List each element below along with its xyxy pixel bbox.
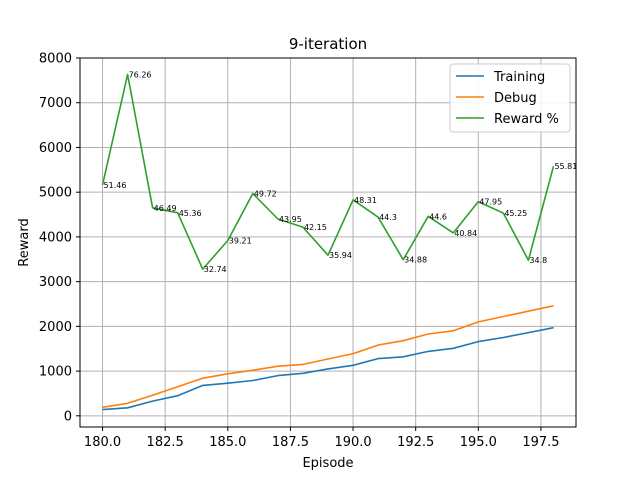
series-line-reward xyxy=(101,73,555,270)
legend-entry: Debug xyxy=(494,91,537,106)
y-tick-label: 1000 xyxy=(39,365,72,380)
data-label: 48.31 xyxy=(354,196,377,205)
x-tick-label: 187.5 xyxy=(272,435,309,450)
data-label: 44.3 xyxy=(379,213,397,222)
x-tick-label: 182.5 xyxy=(147,435,184,450)
data-label: 45.36 xyxy=(179,209,202,218)
data-label: 76.26 xyxy=(129,71,152,80)
legend: Training Debug Reward % xyxy=(449,63,571,133)
data-label: 34.8 xyxy=(529,256,547,265)
data-label: 44.6 xyxy=(429,212,447,221)
legend-box xyxy=(449,63,571,133)
data-label: 45.25 xyxy=(504,209,527,218)
x-tick-label: 180.0 xyxy=(84,435,121,450)
y-tick-label: 7000 xyxy=(39,96,72,111)
y-axis-label: Reward xyxy=(17,218,32,266)
y-tick-label: 4000 xyxy=(39,230,72,245)
data-label: 40.84 xyxy=(454,229,477,238)
data-label: 35.94 xyxy=(329,251,352,260)
data-label: 51.46 xyxy=(104,181,127,190)
data-label: 39.21 xyxy=(229,236,252,245)
y-tick-label: 0 xyxy=(64,409,72,424)
data-label: 32.74 xyxy=(204,265,227,274)
data-label: 55.81 xyxy=(554,162,577,171)
y-tick-label: 3000 xyxy=(39,275,72,290)
y-tick-label: 5000 xyxy=(39,186,72,201)
data-label: 47.95 xyxy=(479,198,502,207)
x-tick-label: 190.0 xyxy=(334,435,371,450)
legend-entry: Reward % xyxy=(494,112,559,127)
x-tick-label: 192.5 xyxy=(397,435,434,450)
data-label: 49.72 xyxy=(254,190,277,199)
series-lines xyxy=(101,73,555,411)
y-tick-label: 6000 xyxy=(39,141,72,156)
series-line-debug xyxy=(102,305,554,409)
x-tick-label: 197.5 xyxy=(522,435,559,450)
chart-title: 9-iteration xyxy=(289,35,367,53)
x-tick-label: 185.0 xyxy=(209,435,246,450)
data-label: 34.88 xyxy=(404,256,427,265)
axis-ticks: 180.0 182.5 185.0 187.5 190.0 192.5 195.0 197.5… xyxy=(39,52,560,451)
data-label: 42.15 xyxy=(304,223,327,232)
data-label: 43.95 xyxy=(279,215,302,224)
x-tick-label: 195.0 xyxy=(460,435,497,450)
legend-entry: Training xyxy=(493,70,545,85)
data-label: 46.49 xyxy=(154,204,177,213)
y-tick-label: 8000 xyxy=(39,52,72,67)
x-axis-label: Episode xyxy=(302,456,353,471)
plot-frame xyxy=(79,57,577,428)
y-tick-label: 2000 xyxy=(39,320,72,335)
series-line-training xyxy=(102,326,554,411)
